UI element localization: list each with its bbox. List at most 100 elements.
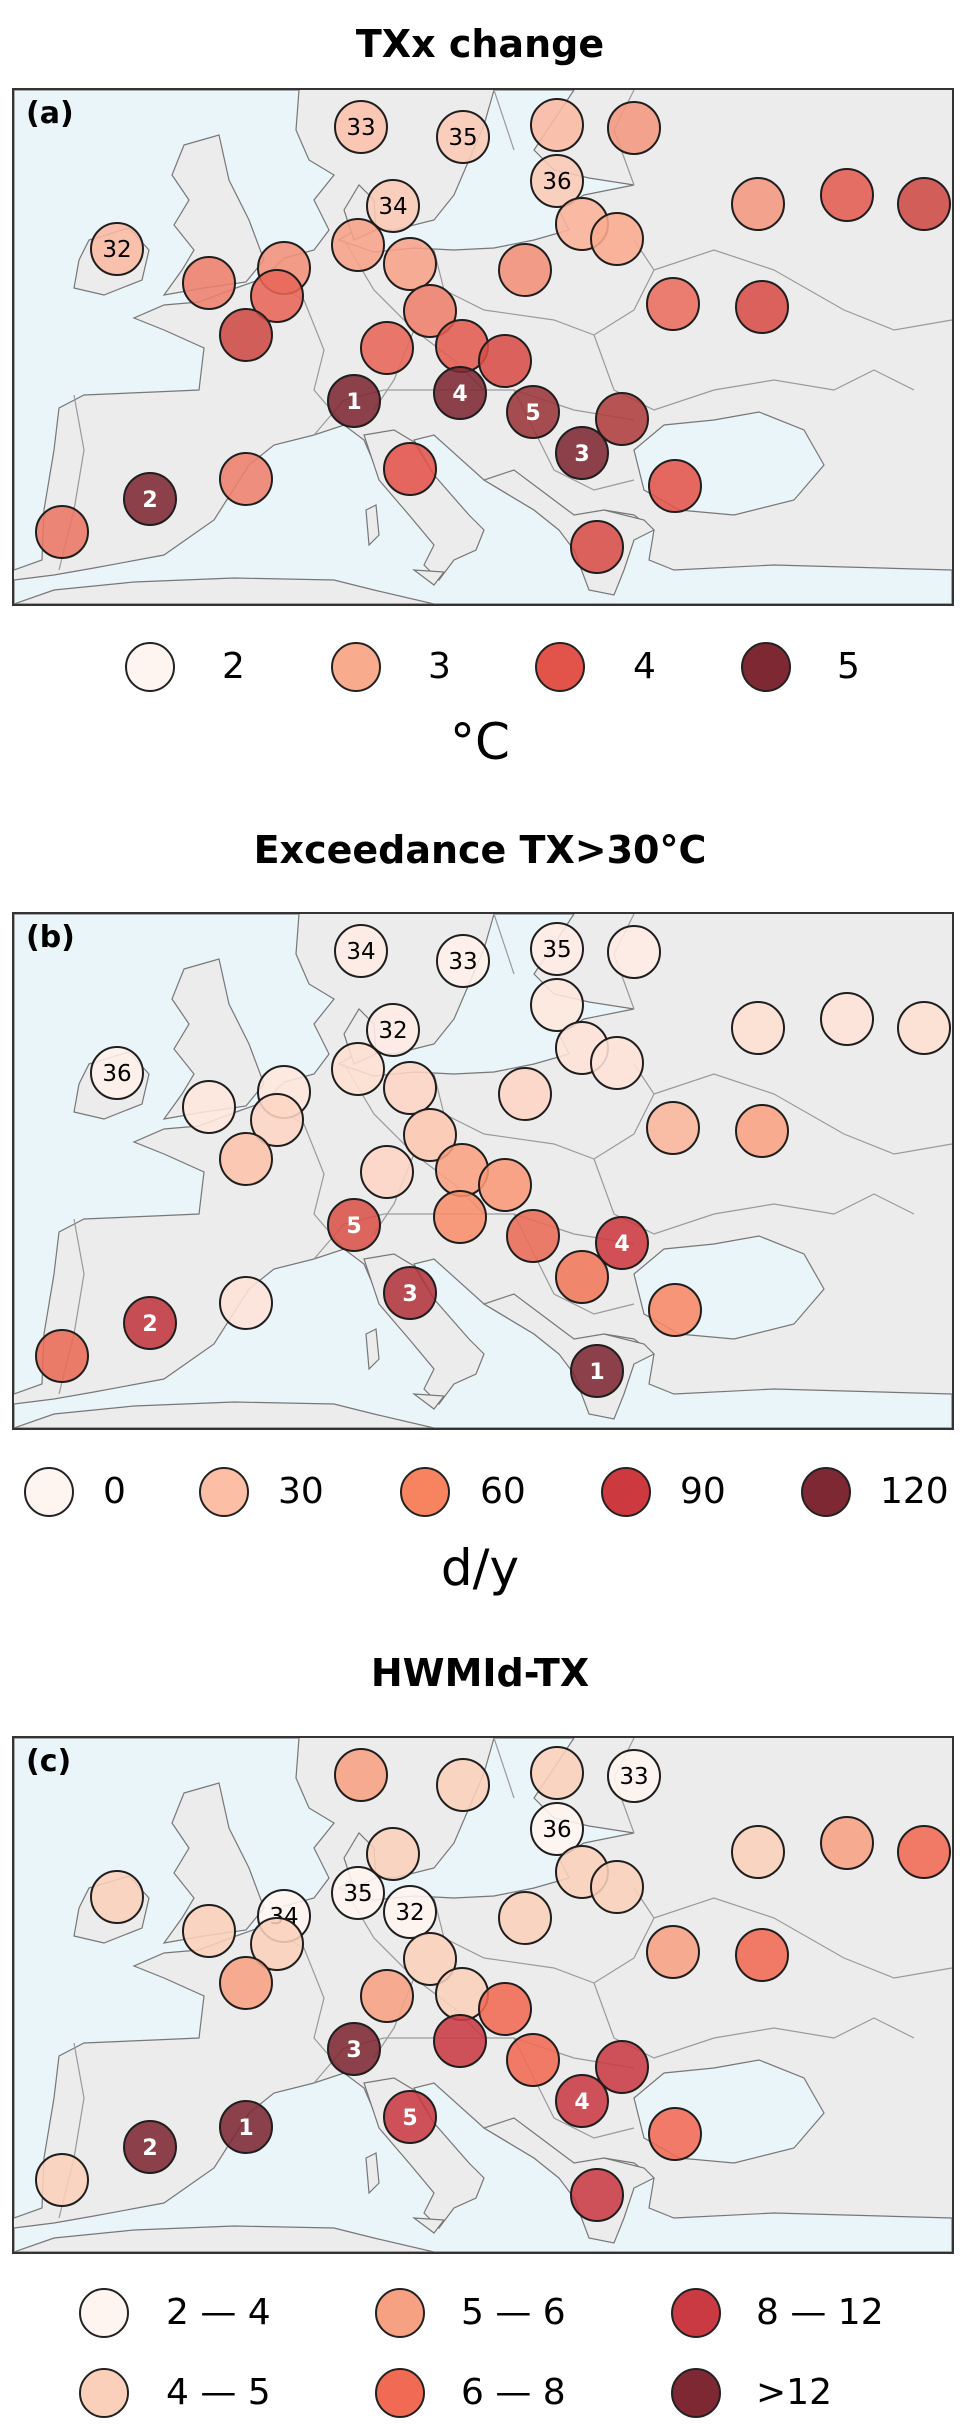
station-marker <box>607 1749 661 1803</box>
legend-swatch <box>671 2288 721 2338</box>
station-marker <box>436 1758 490 1812</box>
station-marker <box>90 222 144 276</box>
station-marker <box>35 505 89 559</box>
legend-swatch <box>199 1467 249 1517</box>
station-rank-label: 32 <box>102 237 131 263</box>
legend-swatch <box>535 642 585 692</box>
station-marker <box>570 2168 624 2222</box>
station-rank-label: 4 <box>614 1232 629 1257</box>
station-marker <box>731 1825 785 1879</box>
legend-swatch <box>79 2368 129 2418</box>
station-rank-label: 2 <box>142 2136 157 2161</box>
station-marker <box>530 922 584 976</box>
legend-swatch <box>671 2368 721 2418</box>
station-marker <box>383 1266 437 1320</box>
station-rank-label: 36 <box>102 1061 131 1087</box>
station-marker <box>530 154 584 208</box>
station-marker <box>648 1283 702 1337</box>
station-marker <box>219 1132 273 1186</box>
station-marker <box>35 2153 89 2207</box>
station-marker <box>478 1158 532 1212</box>
station-rank-label: 3 <box>574 442 589 467</box>
station-marker <box>360 321 414 375</box>
station-marker <box>403 1108 457 1162</box>
panel-a-map: 33 35 36 34 32 1 4 5 3 2 (a) <box>12 88 954 606</box>
legend-label: 2 <box>222 646 245 687</box>
legend-label: 5 <box>837 646 860 687</box>
station-rank-label: 35 <box>542 937 571 963</box>
station-marker <box>555 426 609 480</box>
legend-swatch <box>801 1467 851 1517</box>
station-marker <box>403 1932 457 1986</box>
station-marker <box>250 1093 304 1147</box>
station-rank-label: 32 <box>395 1900 424 1926</box>
station-marker <box>498 243 552 297</box>
panel-c-map: 33 36 35 32 34 3 4 5 1 2 (c) <box>12 1736 954 2254</box>
panel-b-map: 34 33 35 32 36 5 4 3 2 1 (b) <box>12 912 954 1430</box>
panel-c-label: (c) <box>26 1744 72 1779</box>
station-marker <box>334 924 388 978</box>
station-rank-label: 4 <box>452 382 467 407</box>
station-rank-label: 1 <box>589 1360 604 1385</box>
station-rank-label: 1 <box>238 2116 253 2141</box>
station-marker <box>498 1891 552 1945</box>
station-marker <box>219 2100 273 2154</box>
station-marker <box>334 1748 388 1802</box>
station-marker <box>530 98 584 152</box>
legend-swatch <box>741 642 791 692</box>
station-marker <box>403 284 457 338</box>
legend-label: >12 <box>756 2372 832 2413</box>
panel-b-label: (b) <box>26 920 75 955</box>
legend-label: 30 <box>278 1471 324 1512</box>
station-rank-label: 2 <box>142 1312 157 1337</box>
station-marker <box>219 1276 273 1330</box>
station-rank-label: 4 <box>574 2090 589 2115</box>
station-rank-label: 35 <box>343 1881 372 1907</box>
station-rank-label: 36 <box>542 1817 571 1843</box>
legend-swatch <box>79 2288 129 2338</box>
panel-c-title: HWMId-TX <box>370 1651 590 1695</box>
station-marker <box>735 1928 789 1982</box>
station-rank-label: 3 <box>346 2038 361 2063</box>
station-marker <box>331 218 385 272</box>
station-rank-label: 32 <box>378 1018 407 1044</box>
station-rank-label: 5 <box>346 1214 361 1239</box>
station-marker <box>366 1827 420 1881</box>
legend-swatch <box>24 1467 74 1517</box>
station-marker <box>648 459 702 513</box>
station-marker <box>735 1104 789 1158</box>
panel-a-unit: °C <box>450 713 510 771</box>
station-marker <box>182 1904 236 1958</box>
station-marker <box>366 179 420 233</box>
station-marker <box>219 452 273 506</box>
station-marker <box>433 2014 487 2068</box>
station-marker <box>436 110 490 164</box>
legend-label: 4 <box>633 646 656 687</box>
station-marker <box>595 1216 649 1270</box>
station-marker <box>506 385 560 439</box>
station-marker <box>360 1145 414 1199</box>
legend-label: 90 <box>680 1471 726 1512</box>
station-marker <box>478 334 532 388</box>
station-marker <box>123 1296 177 1350</box>
panel-a-label: (a) <box>26 96 74 131</box>
station-marker <box>646 1925 700 1979</box>
station-marker <box>570 520 624 574</box>
station-marker <box>646 1101 700 1155</box>
legend-label: 6 — 8 <box>461 2372 566 2413</box>
station-rank-label: 2 <box>142 488 157 513</box>
station-marker <box>123 472 177 526</box>
station-marker <box>595 2040 649 2094</box>
station-marker <box>555 1250 609 1304</box>
station-marker <box>182 256 236 310</box>
station-marker <box>360 1969 414 2023</box>
station-marker <box>383 1061 437 1115</box>
station-marker <box>219 1956 273 2010</box>
station-marker <box>182 1080 236 1134</box>
station-marker <box>820 992 874 1046</box>
station-marker <box>555 2074 609 2128</box>
station-rank-label: 36 <box>542 169 571 195</box>
station-rank-label: 33 <box>448 949 477 975</box>
